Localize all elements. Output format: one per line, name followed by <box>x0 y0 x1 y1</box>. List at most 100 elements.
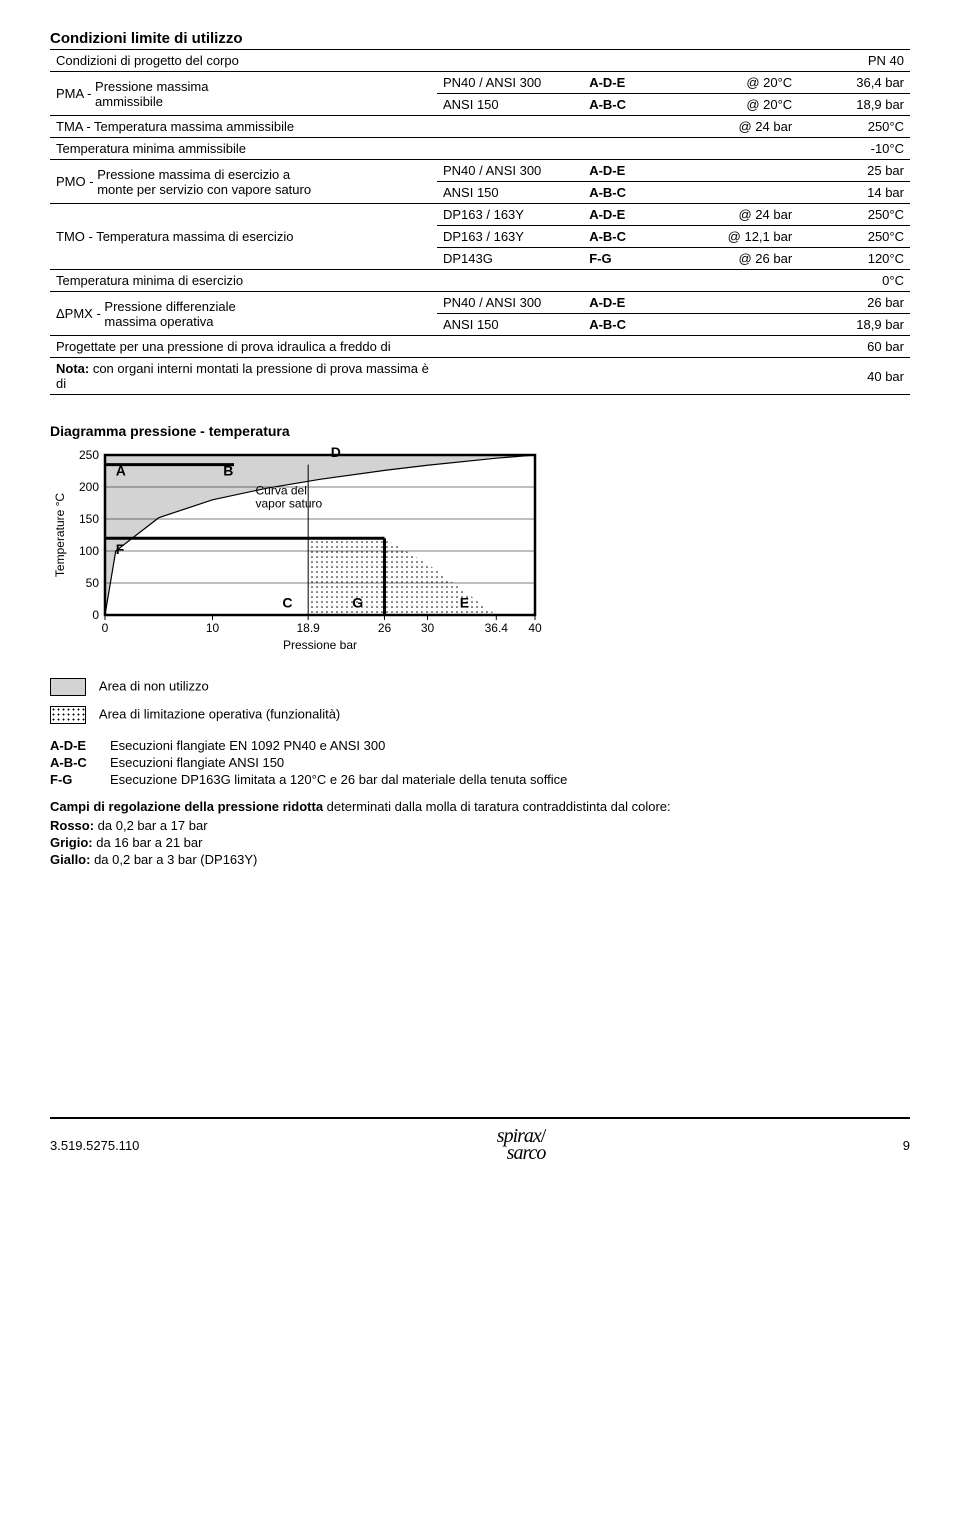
campi-rest: determinati dalla molla di taratura cont… <box>323 799 671 814</box>
table-sub <box>437 336 583 358</box>
table-code <box>583 116 686 138</box>
svg-text:Temperature °C: Temperature °C <box>53 493 67 577</box>
legend-1-text: Area di non utilizzo <box>99 678 209 693</box>
logo: spirax/ sarco <box>497 1125 546 1165</box>
table-code: A-D-E <box>583 72 686 94</box>
svg-text:100: 100 <box>79 544 99 558</box>
table-code: A-B-C <box>583 182 686 204</box>
legend-1: Area di non utilizzo <box>50 678 910 696</box>
table-sub: DP163 / 163Y <box>437 226 583 248</box>
svg-text:150: 150 <box>79 512 99 526</box>
code-row: F-GEsecuzione DP163G limitata a 120°C e … <box>50 772 910 787</box>
table-label: Temperatura minima ammissibile <box>50 138 437 160</box>
svg-text:F: F <box>116 541 125 557</box>
table-val: 36,4 bar <box>798 72 910 94</box>
table-at: @ 26 bar <box>686 248 798 270</box>
legend-dot-box <box>50 706 86 724</box>
table-val: 18,9 bar <box>798 94 910 116</box>
table-code: A-B-C <box>583 226 686 248</box>
table-at <box>686 160 798 182</box>
table-at <box>686 314 798 336</box>
table-sub: ANSI 150 <box>437 314 583 336</box>
chart: 05010015020025001018.9263036.440Curva de… <box>50 445 910 668</box>
footer-right: 9 <box>903 1138 910 1153</box>
svg-text:36.4: 36.4 <box>485 621 509 635</box>
table-label: ΔPMX - Pressione differenzialemassima op… <box>50 292 437 336</box>
table-label: Condizioni di progetto del corpo <box>50 50 437 72</box>
svg-text:Pressione bar: Pressione bar <box>283 638 357 652</box>
table-at <box>686 358 798 395</box>
colore-row: Giallo: da 0,2 bar a 3 bar (DP163Y) <box>50 852 910 867</box>
table-code: A-B-C <box>583 94 686 116</box>
table-label: PMO - Pressione massima di esercizio amo… <box>50 160 437 204</box>
legend-2-text: Area di limitazione operativa (funzional… <box>99 706 340 721</box>
table-at <box>686 138 798 160</box>
table-val: 0°C <box>798 270 910 292</box>
svg-text:10: 10 <box>206 621 220 635</box>
table-label: Temperatura minima di esercizio <box>50 270 437 292</box>
table-sub <box>437 138 583 160</box>
table-val: 120°C <box>798 248 910 270</box>
table-code <box>583 336 686 358</box>
table-at <box>686 270 798 292</box>
table-code <box>583 138 686 160</box>
table-sub: DP163 / 163Y <box>437 204 583 226</box>
table-code <box>583 358 686 395</box>
table-at <box>686 182 798 204</box>
svg-text:200: 200 <box>79 480 99 494</box>
table-val: 40 bar <box>798 358 910 395</box>
legend-gray-box <box>50 678 86 696</box>
svg-text:vapor saturo: vapor saturo <box>256 496 323 510</box>
svg-text:26: 26 <box>378 621 392 635</box>
colori-list: Rosso: da 0,2 bar a 17 barGrigio: da 16 … <box>50 818 910 867</box>
table-sub <box>437 358 583 395</box>
svg-text:B: B <box>223 462 233 478</box>
table-code: A-D-E <box>583 204 686 226</box>
svg-text:250: 250 <box>79 448 99 462</box>
table-at <box>686 292 798 314</box>
table-val: 250°C <box>798 204 910 226</box>
table-code <box>583 270 686 292</box>
svg-text:50: 50 <box>86 576 100 590</box>
table-at: @ 20°C <box>686 72 798 94</box>
table-at: @ 20°C <box>686 94 798 116</box>
table-label: TMA - Temperatura massima ammissibile <box>50 116 437 138</box>
svg-text:G: G <box>352 594 363 610</box>
table-at <box>686 336 798 358</box>
code-row: A-B-CEsecuzioni flangiate ANSI 150 <box>50 755 910 770</box>
table-val: 18,9 bar <box>798 314 910 336</box>
table-sub: PN40 / ANSI 300 <box>437 72 583 94</box>
svg-text:C: C <box>282 594 292 610</box>
table-code: A-D-E <box>583 160 686 182</box>
table-val: -10°C <box>798 138 910 160</box>
table-val: 26 bar <box>798 292 910 314</box>
code-list: A-D-EEsecuzioni flangiate EN 1092 PN40 e… <box>50 738 910 787</box>
svg-text:0: 0 <box>92 608 99 622</box>
table-sub: ANSI 150 <box>437 94 583 116</box>
table-sub <box>437 50 583 72</box>
svg-text:40: 40 <box>528 621 542 635</box>
table-val: 14 bar <box>798 182 910 204</box>
campi-bold: Campi di regolazione della pressione rid… <box>50 799 323 814</box>
svg-text:0: 0 <box>102 621 109 635</box>
table-at: @ 24 bar <box>686 204 798 226</box>
legend-2: Area di limitazione operativa (funzional… <box>50 706 910 724</box>
colore-row: Rosso: da 0,2 bar a 17 bar <box>50 818 910 833</box>
spec-table: Condizioni di progetto del corpoPN 40PMA… <box>50 49 910 395</box>
table-val: 60 bar <box>798 336 910 358</box>
svg-text:18.9: 18.9 <box>296 621 320 635</box>
svg-text:30: 30 <box>421 621 435 635</box>
campi-text: Campi di regolazione della pressione rid… <box>50 799 910 814</box>
svg-text:A: A <box>116 462 126 478</box>
table-at: @ 24 bar <box>686 116 798 138</box>
table-code <box>583 50 686 72</box>
table-sub: DP143G <box>437 248 583 270</box>
table-sub: PN40 / ANSI 300 <box>437 160 583 182</box>
table-label: Nota: con organi interni montati la pres… <box>50 358 437 395</box>
table-at <box>686 50 798 72</box>
table-sub: PN40 / ANSI 300 <box>437 292 583 314</box>
table-code: F-G <box>583 248 686 270</box>
table-sub: ANSI 150 <box>437 182 583 204</box>
table-val: PN 40 <box>798 50 910 72</box>
table-sub <box>437 270 583 292</box>
